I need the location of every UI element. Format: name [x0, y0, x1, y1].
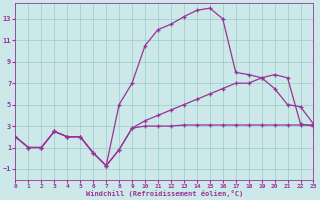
X-axis label: Windchill (Refroidissement éolien,°C): Windchill (Refroidissement éolien,°C)	[86, 190, 243, 197]
